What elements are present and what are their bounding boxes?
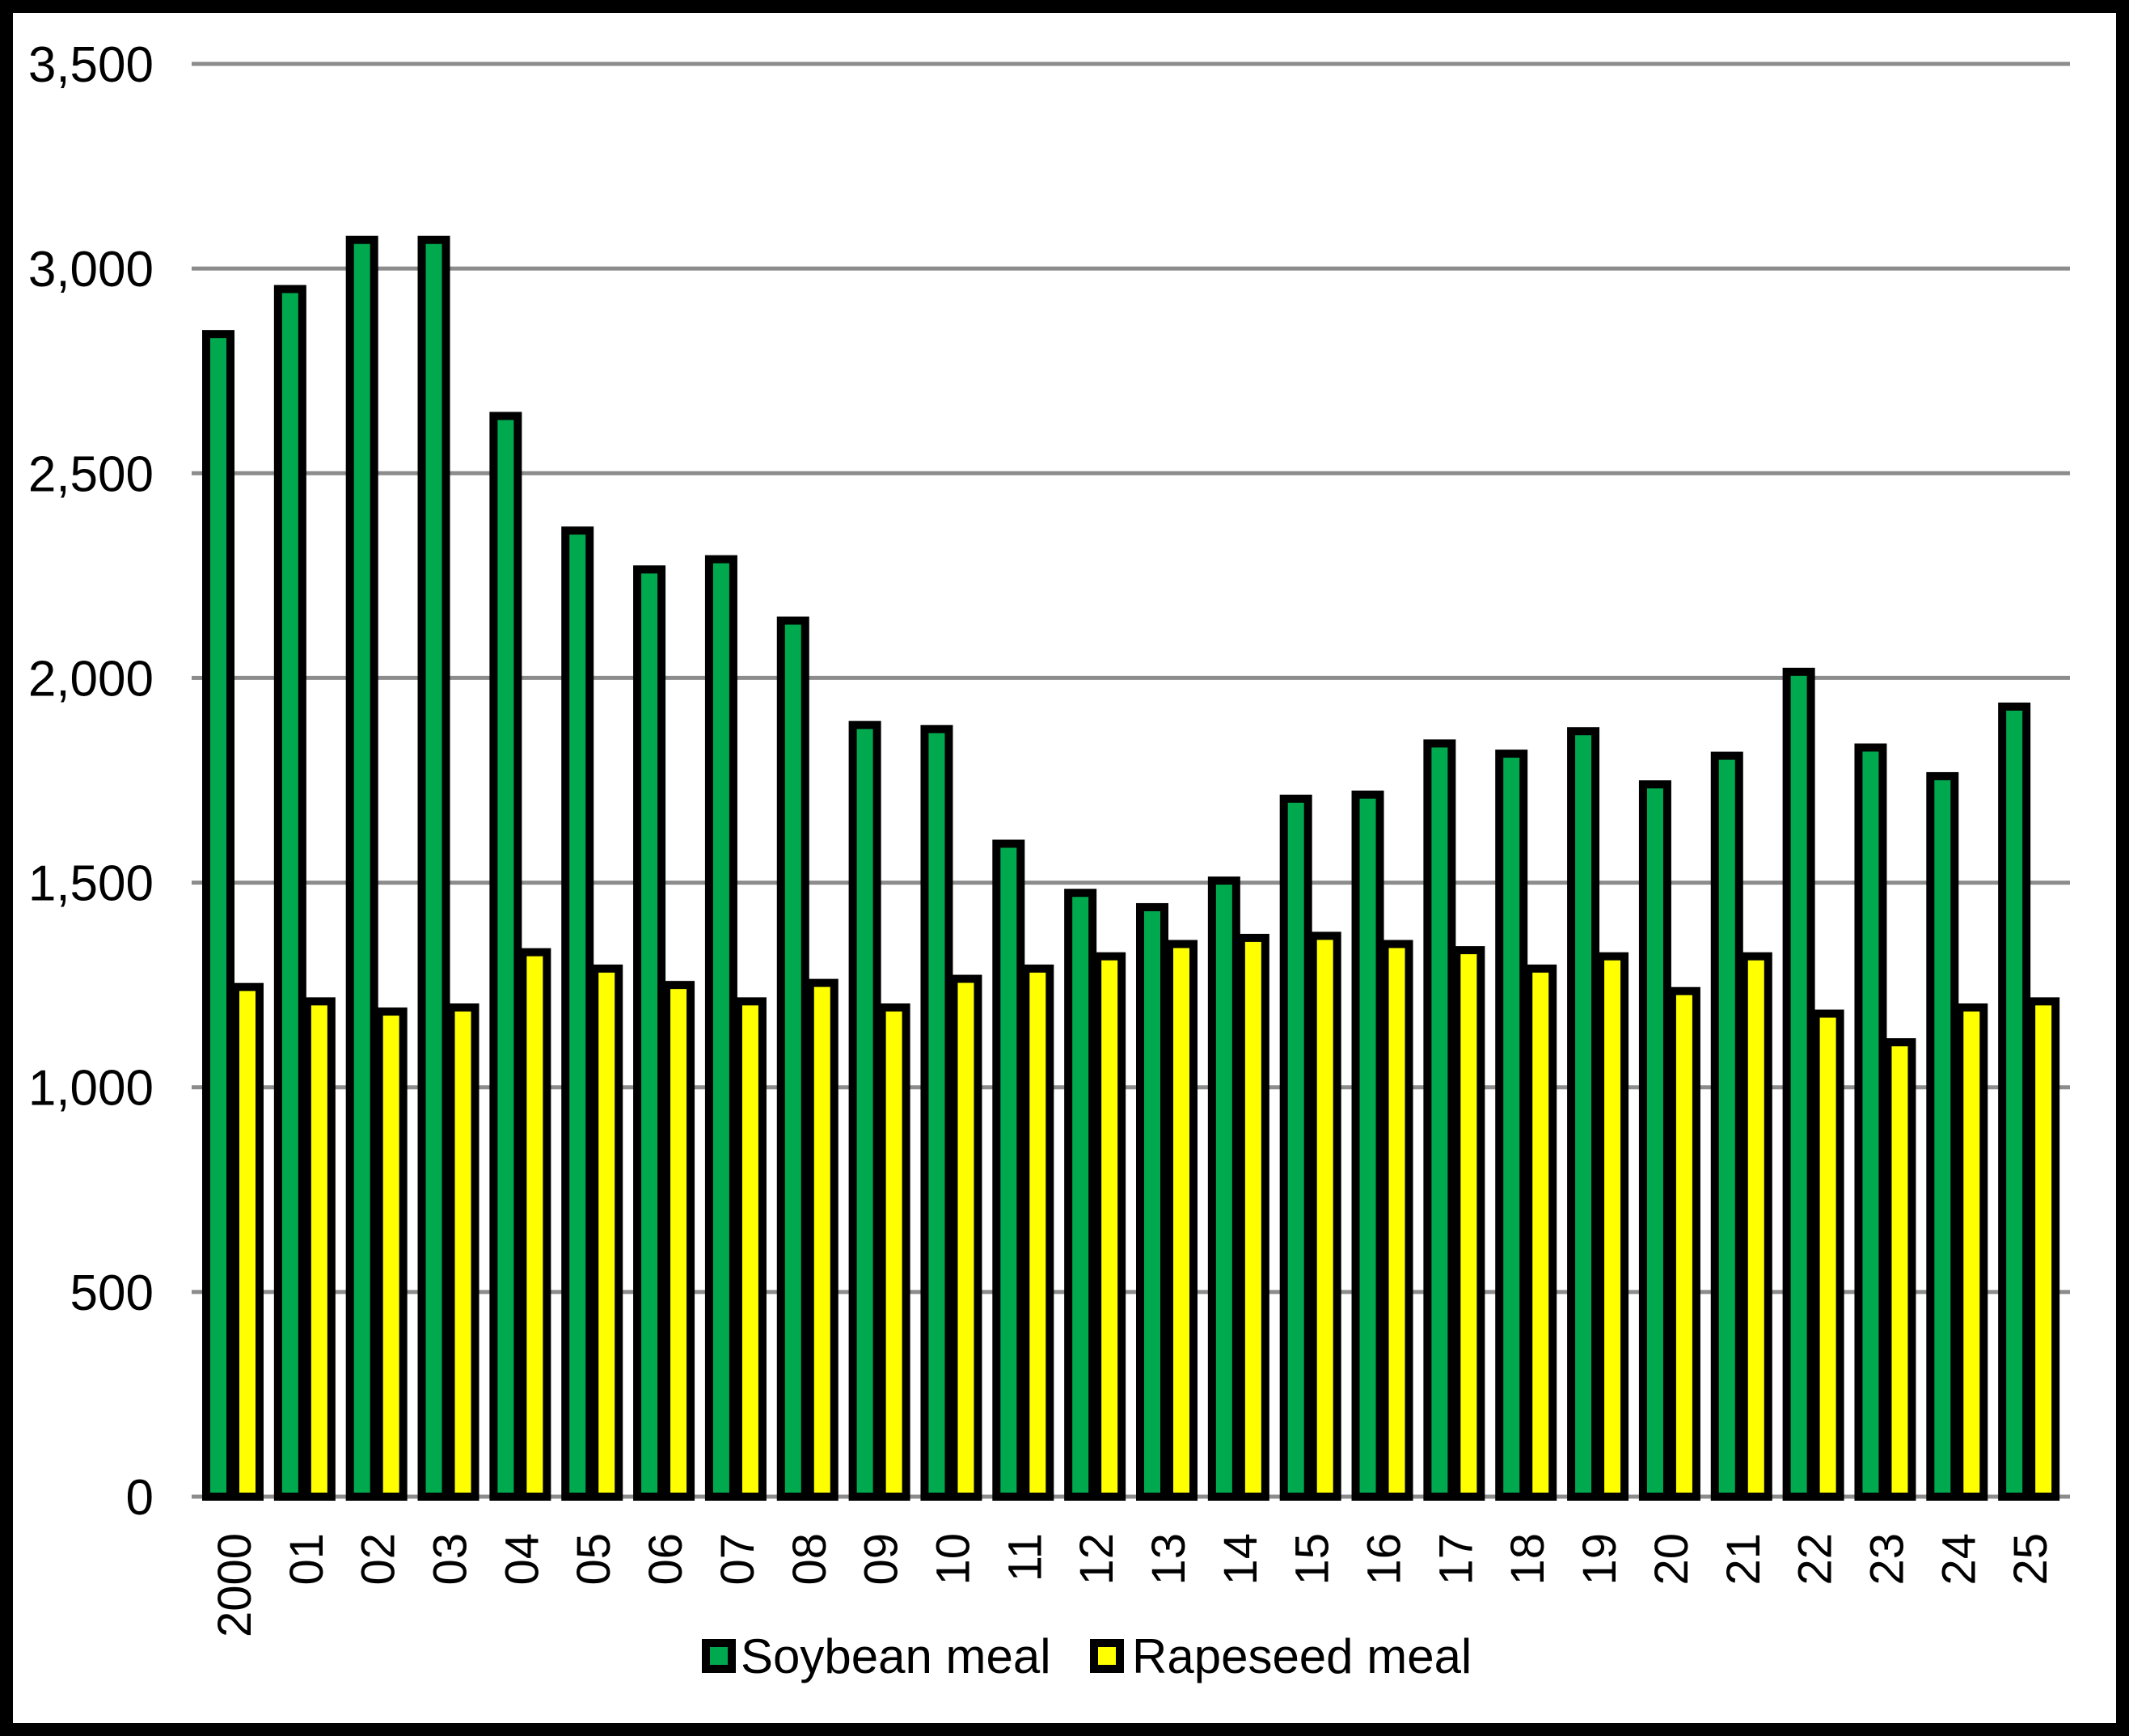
x-tick-label-11: 11 [999,1533,1051,1582]
bar-rapeseed-meal-12 [1093,952,1126,1501]
bar-rapeseed-meal-15 [1308,931,1341,1501]
bar-rapeseed-meal-05 [590,964,623,1502]
y-axis-ticks [192,61,202,1499]
x-tick-label-02: 02 [353,1533,405,1586]
x-tick-label-15: 15 [1286,1533,1339,1586]
bar-soybean-meal-20 [1638,780,1671,1501]
bar-rapeseed-meal-21 [1739,952,1772,1501]
x-tick-label-09: 09 [855,1533,908,1586]
bar-soybean-meal-07 [704,555,737,1501]
x-tick-label-23: 23 [1861,1533,1913,1586]
y-tick-label: 0 [126,1470,154,1526]
y-tick-label: 1,000 [28,1061,154,1117]
x-tick-label-22: 22 [1789,1533,1842,1586]
legend: Soybean meal Rapeseed meal [702,1629,1472,1683]
bar-rapeseed-meal-25 [2027,997,2060,1501]
bar-soybean-meal-23 [1854,743,1887,1501]
x-tick-label-20: 20 [1645,1533,1698,1586]
x-tick-label-05: 05 [568,1533,620,1586]
bar-soybean-meal-24 [1926,771,1959,1501]
y-tick-label: 500 [70,1265,154,1321]
bar-soybean-meal-15 [1279,794,1312,1501]
y-tick-label: 2,500 [28,446,154,502]
bar-soybean-meal-19 [1567,727,1600,1501]
bar-rapeseed-meal-17 [1452,946,1485,1501]
x-tick-label-08: 08 [784,1533,836,1586]
y-tick-label: 3,000 [28,242,154,298]
x-tick-label-01: 01 [281,1533,333,1586]
bar-rapeseed-meal-01 [302,997,336,1501]
x-tick-label-19: 19 [1574,1533,1626,1586]
x-tick-label-2000: 2000 [209,1533,261,1637]
bar-rapeseed-meal-18 [1524,964,1557,1502]
bar-soybean-meal-06 [633,565,666,1502]
x-tick-label-12: 12 [1071,1533,1123,1586]
bar-rapeseed-meal-11 [1021,964,1054,1502]
x-axis-labels: 2000 01 02 03 04 05 06 07 08 09 10 11 12 13 14 15 16 17 18… [209,1533,2057,1637]
bar-soybean-meal-16 [1351,790,1384,1501]
bar-soybean-meal-05 [561,526,594,1501]
bar-rapeseed-meal-07 [733,997,767,1501]
bar-rapeseed-meal-23 [1883,1038,1916,1501]
bar-rapeseed-meal-24 [1955,1003,1988,1501]
bar-rapeseed-meal-06 [662,981,695,1501]
bar-soybean-meal-2000 [202,330,234,1501]
y-tick-label: 2,000 [28,651,154,707]
legend-swatch-rapeseed-meal [1090,1639,1124,1673]
bar-soybean-meal-21 [1710,751,1743,1501]
x-tick-label-06: 06 [640,1533,692,1586]
x-tick-label-07: 07 [712,1533,764,1586]
x-tick-label-13: 13 [1143,1533,1195,1586]
bar-rapeseed-meal-22 [1811,1009,1844,1501]
x-tick-label-25: 25 [2004,1533,2057,1586]
bar-soybean-meal-17 [1423,739,1456,1501]
bar-rapeseed-meal-19 [1596,952,1629,1501]
bar-rapeseed-meal-08 [805,978,839,1501]
bar-soybean-meal-04 [489,412,522,1501]
bar-soybean-meal-03 [417,235,450,1501]
bar-rapeseed-meal-04 [518,948,551,1501]
x-tick-label-10: 10 [927,1533,979,1586]
bar-rapeseed-meal-20 [1667,986,1700,1502]
x-tick-label-16: 16 [1358,1533,1411,1586]
bar-rapeseed-meal-03 [446,1003,479,1501]
bar-soybean-meal-01 [273,285,306,1501]
bar-soybean-meal-25 [1998,702,2031,1501]
bars [202,235,2060,1502]
bar-rapeseed-meal-13 [1165,940,1198,1501]
y-axis-labels: 0 500 1,000 1,500 2,000 2,500 3,000 3,500 [28,37,154,1526]
bar-soybean-meal-22 [1782,667,1815,1501]
bar-rapeseed-meal-2000 [231,982,264,1502]
legend-swatch-soybean-meal [702,1639,736,1673]
bar-rapeseed-meal-02 [374,1007,408,1501]
bar-rapeseed-meal-16 [1380,940,1413,1501]
bar-rapeseed-meal-14 [1236,933,1269,1502]
x-tick-label-14: 14 [1214,1533,1267,1586]
bar-soybean-meal-14 [1207,876,1240,1502]
bar-soybean-meal-02 [345,235,378,1501]
bar-soybean-meal-11 [992,839,1025,1501]
x-tick-label-24: 24 [1933,1533,1985,1586]
x-tick-label-04: 04 [496,1533,548,1586]
x-tick-label-03: 03 [425,1533,477,1586]
bar-rapeseed-meal-09 [877,1003,910,1501]
x-tick-label-21: 21 [1717,1533,1770,1586]
legend-label-rapeseed-meal: Rapeseed meal [1132,1629,1472,1683]
x-tick-label-18: 18 [1502,1533,1554,1586]
y-tick-label: 3,500 [28,37,154,93]
x-tick-label-17: 17 [1430,1533,1482,1586]
bar-soybean-meal-09 [848,720,881,1501]
legend-label-soybean-meal: Soybean meal [741,1629,1051,1683]
bar-soybean-meal-10 [920,724,953,1501]
bar-soybean-meal-18 [1495,750,1528,1501]
bar-soybean-meal-12 [1064,889,1097,1501]
bar-soybean-meal-08 [776,616,809,1501]
bar-soybean-meal-13 [1136,902,1168,1502]
bar-rapeseed-meal-10 [949,974,982,1501]
y-tick-label: 1,500 [28,856,154,912]
